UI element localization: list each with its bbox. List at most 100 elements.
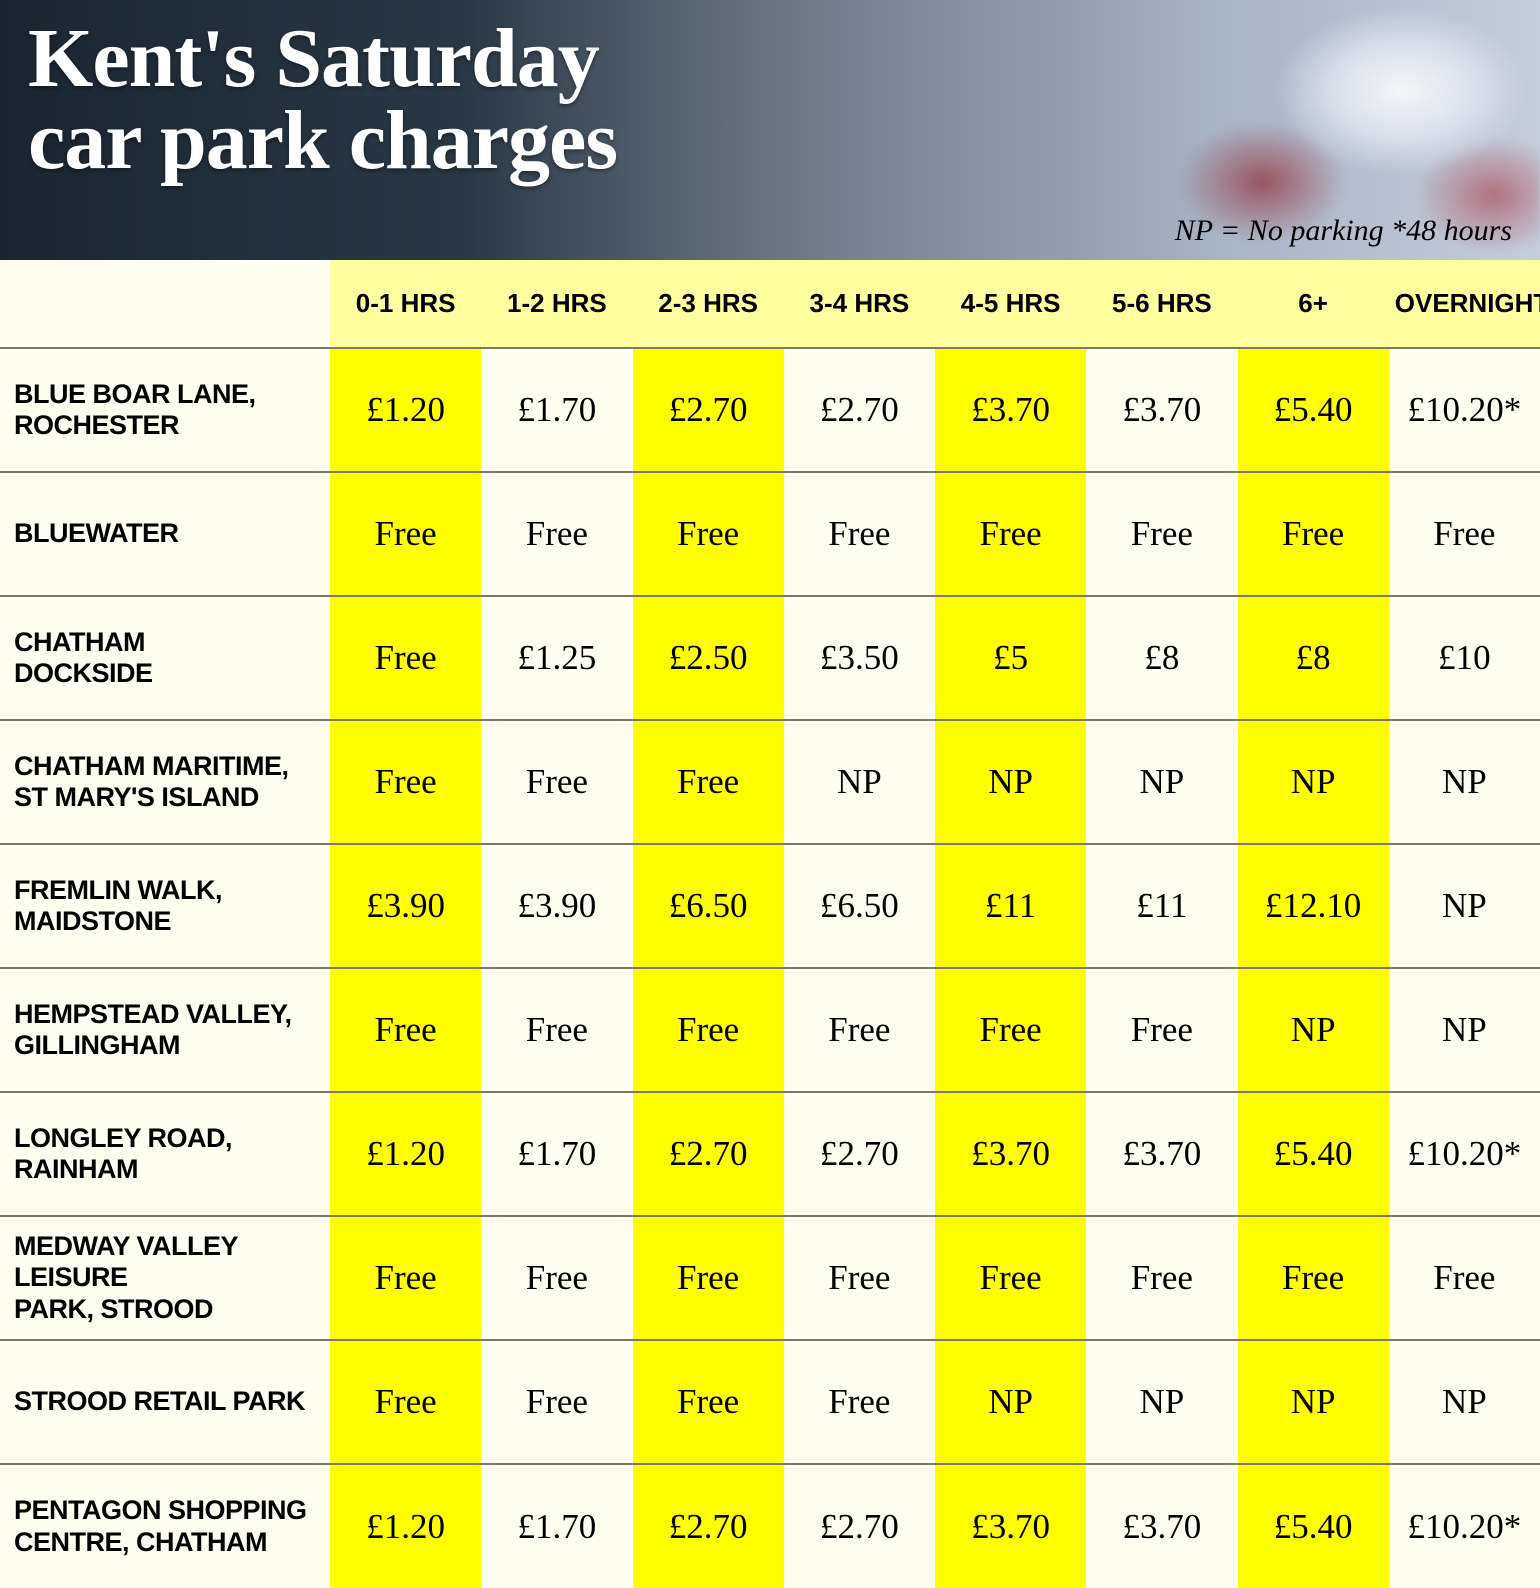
location-line: LONGLEY ROAD, [14,1123,326,1154]
price-cell: Free [633,1340,784,1464]
price-cell: Free [784,1216,935,1340]
price-cell: NP [935,1340,1086,1464]
col-header-location [0,260,330,348]
price-cell: NP [1086,1340,1237,1464]
location-cell: PENTAGON SHOPPINGCENTRE, CHATHAM [0,1464,330,1588]
location-line: CENTRE, CHATHAM [14,1527,326,1558]
price-cell: Free [935,1216,1086,1340]
price-cell: £2.70 [784,1464,935,1588]
price-cell: £1.70 [481,348,632,472]
price-cell: Free [1389,1216,1540,1340]
price-cell: Free [935,968,1086,1092]
location-line: FREMLIN WALK, [14,875,326,906]
location-line: HEMPSTEAD VALLEY, [14,999,326,1030]
price-cell: Free [784,1340,935,1464]
location-line: DOCKSIDE [14,658,326,689]
price-cell: £3.70 [1086,1464,1237,1588]
price-cell: £3.70 [1086,1092,1237,1216]
table-header-row: 0-1 HRS 1-2 HRS 2-3 HRS 3-4 HRS 4-5 HRS … [0,260,1540,348]
price-cell: £3.90 [330,844,481,968]
price-cell: Free [1389,472,1540,596]
table-row: HEMPSTEAD VALLEY,GILLINGHAMFreeFreeFreeF… [0,968,1540,1092]
price-cell: £3.50 [784,596,935,720]
price-cell: Free [935,472,1086,596]
price-cell: £5.40 [1238,1092,1389,1216]
price-cell: Free [633,472,784,596]
location-line: CHATHAM MARITIME, [14,751,326,782]
header-banner: Kent's Saturday car park charges NP = No… [0,0,1540,260]
price-cell: £1.70 [481,1092,632,1216]
col-header: 5-6 HRS [1086,260,1237,348]
price-cell: £6.50 [633,844,784,968]
price-cell: NP [1238,1340,1389,1464]
price-cell: Free [330,720,481,844]
table-row: BLUEWATERFreeFreeFreeFreeFreeFreeFreeFre… [0,472,1540,596]
price-cell: £2.70 [633,1092,784,1216]
price-cell: Free [784,472,935,596]
price-cell: £3.70 [935,1092,1086,1216]
price-cell: £3.70 [935,348,1086,472]
col-header: 6+ [1238,260,1389,348]
price-cell: Free [481,1216,632,1340]
price-cell: £11 [935,844,1086,968]
location-line: MEDWAY VALLEY LEISURE [14,1231,326,1293]
location-line: RAINHAM [14,1154,326,1185]
location-line: ST MARY'S ISLAND [14,782,326,813]
price-cell: £10 [1389,596,1540,720]
col-header: 3-4 HRS [784,260,935,348]
price-cell: £10.20* [1389,348,1540,472]
location-line: PENTAGON SHOPPING [14,1495,326,1526]
price-cell: £8 [1238,596,1389,720]
price-cell: £8 [1086,596,1237,720]
price-cell: Free [633,1216,784,1340]
price-cell: Free [1086,472,1237,596]
table-row: PENTAGON SHOPPINGCENTRE, CHATHAM£1.20£1.… [0,1464,1540,1588]
price-cell: £3.90 [481,844,632,968]
location-line: STROOD RETAIL PARK [14,1386,326,1417]
price-cell: Free [481,968,632,1092]
price-cell: NP [1389,720,1540,844]
location-cell: MEDWAY VALLEY LEISUREPARK, STROOD [0,1216,330,1340]
table-row: LONGLEY ROAD,RAINHAM£1.20£1.70£2.70£2.70… [0,1092,1540,1216]
price-cell: Free [330,472,481,596]
price-cell: £1.20 [330,348,481,472]
location-cell: BLUE BOAR LANE,ROCHESTER [0,348,330,472]
table-row: STROOD RETAIL PARKFreeFreeFreeFreeNPNPNP… [0,1340,1540,1464]
price-cell: Free [330,1340,481,1464]
location-cell: BLUEWATER [0,472,330,596]
price-cell: £12.10 [1238,844,1389,968]
price-cell: £2.50 [633,596,784,720]
price-cell: NP [1389,1340,1540,1464]
location-cell: LONGLEY ROAD,RAINHAM [0,1092,330,1216]
location-line: BLUEWATER [14,518,326,549]
location-cell: CHATHAMDOCKSIDE [0,596,330,720]
table-row: CHATHAMDOCKSIDEFree£1.25£2.50£3.50£5£8£8… [0,596,1540,720]
price-cell: Free [330,1216,481,1340]
table-row: CHATHAM MARITIME,ST MARY'S ISLANDFreeFre… [0,720,1540,844]
price-cell: £3.70 [935,1464,1086,1588]
charges-table: 0-1 HRS 1-2 HRS 2-3 HRS 3-4 HRS 4-5 HRS … [0,260,1540,1588]
location-line: ROCHESTER [14,410,326,441]
col-header: 4-5 HRS [935,260,1086,348]
legend-note: NP = No parking *48 hours [1175,214,1512,248]
location-cell: HEMPSTEAD VALLEY,GILLINGHAM [0,968,330,1092]
price-cell: Free [784,968,935,1092]
price-cell: £5 [935,596,1086,720]
price-cell: Free [330,596,481,720]
table-row: FREMLIN WALK,MAIDSTONE£3.90£3.90£6.50£6.… [0,844,1540,968]
price-cell: Free [1238,1216,1389,1340]
price-cell: NP [935,720,1086,844]
price-cell: Free [1238,472,1389,596]
price-cell: Free [633,720,784,844]
price-cell: £6.50 [784,844,935,968]
location-cell: FREMLIN WALK,MAIDSTONE [0,844,330,968]
price-cell: £1.20 [330,1092,481,1216]
price-cell: Free [633,968,784,1092]
price-cell: £11 [1086,844,1237,968]
price-cell: £10.20* [1389,1464,1540,1588]
location-line: GILLINGHAM [14,1030,326,1061]
price-cell: £2.70 [633,348,784,472]
page-title: Kent's Saturday car park charges [28,18,617,183]
price-cell: NP [1086,720,1237,844]
location-cell: STROOD RETAIL PARK [0,1340,330,1464]
